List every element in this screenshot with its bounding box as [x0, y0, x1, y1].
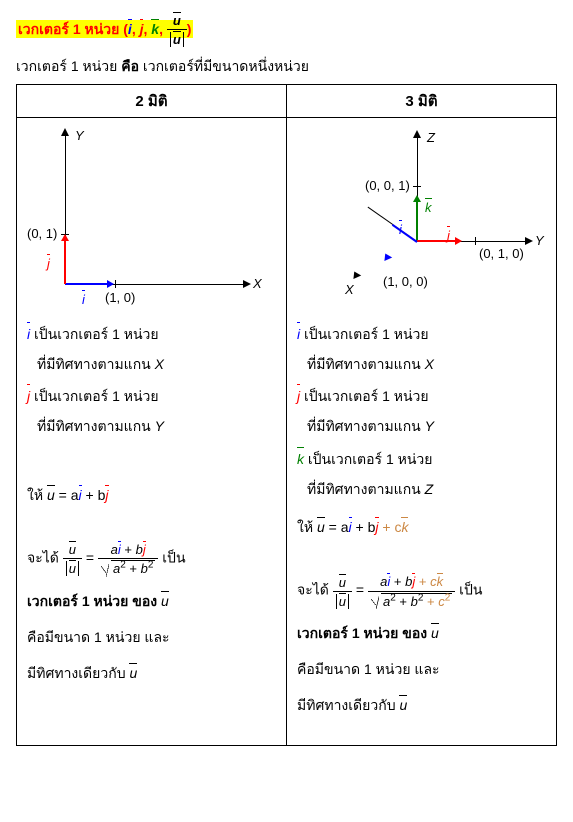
desc-3d: i เป็นเวกเตอร์ 1 หน่วย ที่มีทิศทางตามแกน… — [297, 322, 546, 500]
diagram-3d: Z Y X (0, 0, 1) (0, 1, 0) (1, 0, 0) — [297, 126, 546, 316]
cell-2d: Y X (0, 1) (1, 0) i — [17, 117, 287, 746]
desc-2d: i เป็นเวกเตอร์ 1 หน่วย ที่มีทิศทางตามแกน… — [27, 322, 276, 437]
let-3d: ให้ u = ai + bj + ck — [297, 517, 546, 539]
j-sym: j — [140, 19, 144, 37]
result-2d: จะได้ u u = ai + bj a2 + b2 เป็น เวกเตอร… — [27, 541, 276, 685]
subtitle: เวกเตอร์ 1 หน่วย คือ เวกเตอร์ที่มีขนาดหน… — [16, 56, 557, 78]
col-3d-header: 3 มิติ — [287, 84, 557, 117]
diagram-2d: Y X (0, 1) (1, 0) i — [27, 126, 276, 316]
cell-3d: Z Y X (0, 0, 1) (0, 1, 0) (1, 0, 0) — [287, 117, 557, 746]
col-2d-header: 2 มิติ — [17, 84, 287, 117]
let-2d: ให้ u = ai + bj — [27, 485, 276, 507]
result-3d: จะได้ u u = ai + bj + ck a2 + b2 + c2 เป… — [297, 573, 546, 717]
i-sym: i — [128, 19, 132, 37]
title-prefix: เวกเตอร์ 1 หน่วย ( — [18, 21, 128, 37]
page-title: เวกเตอร์ 1 หน่วย (i, j, k, uu) — [16, 12, 557, 48]
title-suffix: ) — [187, 21, 192, 37]
k-sym: k — [151, 19, 159, 37]
comparison-table: 2 มิติ 3 มิติ Y X (0, 1) (1, 0) — [16, 84, 557, 747]
